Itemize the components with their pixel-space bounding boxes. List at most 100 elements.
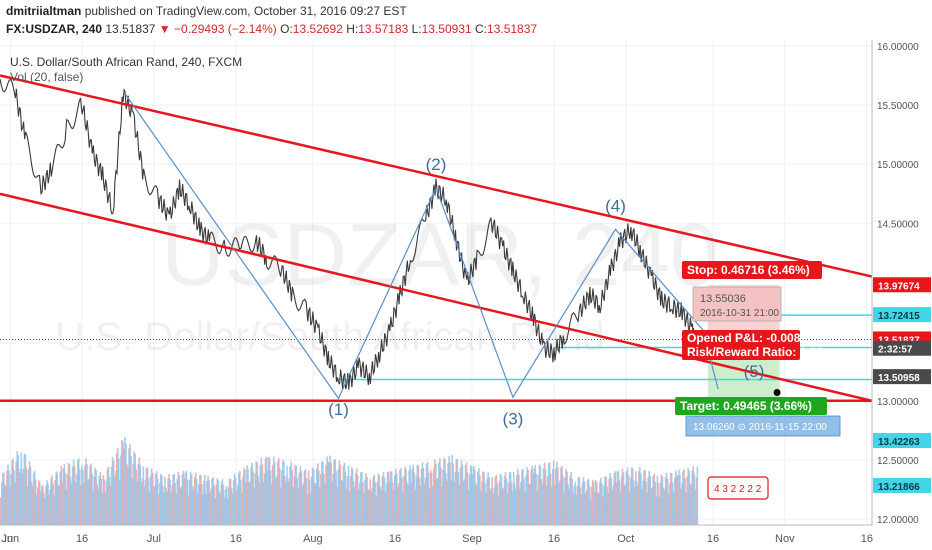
volume-bar <box>393 475 396 525</box>
volume-bar <box>639 466 641 525</box>
volume-bar <box>638 471 640 525</box>
volume-bar <box>125 443 127 525</box>
volume-bar <box>451 455 453 525</box>
volume-bar <box>279 468 281 525</box>
elliott-wave[interactable]: (1) (2) (3) (4) (5) <box>122 90 781 429</box>
volume-bar <box>511 490 514 525</box>
time-tick-label: Sep <box>462 533 482 545</box>
volume-bar <box>386 472 389 525</box>
price-tick-label: 14.50000 <box>877 219 919 230</box>
chart-header: dmitriialtman published on TradingView.c… <box>0 0 932 40</box>
volume-bar <box>209 492 211 525</box>
volume-bar <box>645 480 647 525</box>
volume-bar <box>297 488 300 525</box>
long-position-tool[interactable]: Stop: 0.46716 (3.46%) 13.55036 2016-10-31 … <box>675 261 861 437</box>
volume-bar <box>230 487 233 525</box>
volume-indicator-label[interactable]: Vol (20, false) <box>10 70 83 84</box>
volume-bar <box>132 464 134 525</box>
volume-bar <box>255 461 258 525</box>
volume-bar <box>473 469 476 525</box>
volume-bar <box>293 476 296 525</box>
volume-bar <box>26 486 29 525</box>
volume-bar <box>153 486 156 525</box>
volume-bar <box>531 465 534 525</box>
volume-bar <box>281 470 283 525</box>
volume-bar <box>229 478 232 525</box>
alert-icons[interactable]: 4 3 2 2 2 2 <box>707 476 769 500</box>
volume-bar <box>261 464 264 525</box>
volume-bar <box>130 456 132 525</box>
volume-bar <box>188 480 191 525</box>
volume-bar <box>167 478 169 525</box>
volume-bar <box>139 464 142 525</box>
upper-channel-line[interactable] <box>0 74 873 278</box>
volume-bar <box>80 484 82 525</box>
wave-label: (3) <box>503 409 524 428</box>
watermark-symbol: USDZAR, 240 <box>161 205 719 304</box>
volume-bar <box>567 484 569 525</box>
time-axis-ticks[interactable]: Jun 16 Jul 16 Aug 16 Sep 16 Oct 16 Nov 16 In <box>1 533 873 545</box>
price-axis[interactable] <box>872 40 932 550</box>
alert-icon[interactable] <box>707 476 769 500</box>
wave-path[interactable] <box>122 90 719 400</box>
volume-bar <box>458 485 461 525</box>
volume-bar <box>64 472 67 525</box>
volume-bar <box>683 469 685 525</box>
volume-bar <box>141 478 144 525</box>
volume-bar <box>663 490 666 525</box>
volume-bar <box>215 485 218 525</box>
time-tick-label: Oct <box>617 533 634 545</box>
volume-bar <box>380 489 383 525</box>
price-line <box>0 78 698 390</box>
volume-bar <box>581 482 584 525</box>
volume-bar <box>344 471 347 525</box>
volume-bar <box>686 476 688 525</box>
volume-bar <box>597 492 599 525</box>
volume-bar <box>550 487 553 525</box>
volume-bar <box>339 464 342 525</box>
volume-bar <box>210 488 212 525</box>
open-value: 13.52692 <box>292 22 343 36</box>
volume-bar <box>378 475 381 525</box>
volume-bar <box>36 487 39 525</box>
volume-bar <box>660 474 663 525</box>
close-label: C: <box>475 22 488 36</box>
volume-bar <box>559 480 561 525</box>
volume-bar <box>3 473 5 525</box>
price-series <box>0 78 698 390</box>
volume-bar <box>658 496 661 525</box>
volume-bar <box>37 480 40 525</box>
volume-bar <box>20 452 23 525</box>
volume-bar <box>431 486 434 525</box>
volume-bar <box>579 487 582 525</box>
volume-bar <box>372 476 374 525</box>
volume-bar <box>412 464 415 525</box>
volume-bar <box>205 493 207 525</box>
volume-bar <box>151 472 154 525</box>
volume-bar <box>661 476 664 525</box>
lower-channel-line[interactable] <box>0 192 873 403</box>
volume-bar <box>696 466 699 525</box>
volume-bar <box>199 474 201 525</box>
volume-bar <box>2 472 4 525</box>
quote-line: FX:USDZAR, 240 13.51837 ▼ −0.29493 (−2.1… <box>6 22 537 36</box>
volume-bar <box>340 479 343 525</box>
volume-bar <box>307 470 310 525</box>
volume-bar <box>208 480 210 525</box>
volume-bar <box>262 481 265 525</box>
volume-bar <box>17 455 20 525</box>
volume-bar <box>609 473 611 525</box>
time-tick-label: 16 <box>707 533 719 545</box>
wave-label: (2) <box>426 155 447 174</box>
volume-bar <box>432 468 435 525</box>
target-point-icon[interactable] <box>773 389 781 397</box>
volume-bar <box>681 483 683 525</box>
pnl-label: Opened P&L: -0.00879 <box>687 331 814 345</box>
volume-bar <box>257 475 260 525</box>
volume-bar <box>367 489 369 525</box>
volume-bar <box>48 494 50 525</box>
price-change: −0.29493 (−2.14%) <box>174 22 277 36</box>
price-chart[interactable]: USDZAR, 240 U.S. Dollar/South African Ra… <box>0 40 932 550</box>
author-name[interactable]: dmitriialtman <box>6 4 82 18</box>
last-price: 13.51837 <box>105 22 156 36</box>
